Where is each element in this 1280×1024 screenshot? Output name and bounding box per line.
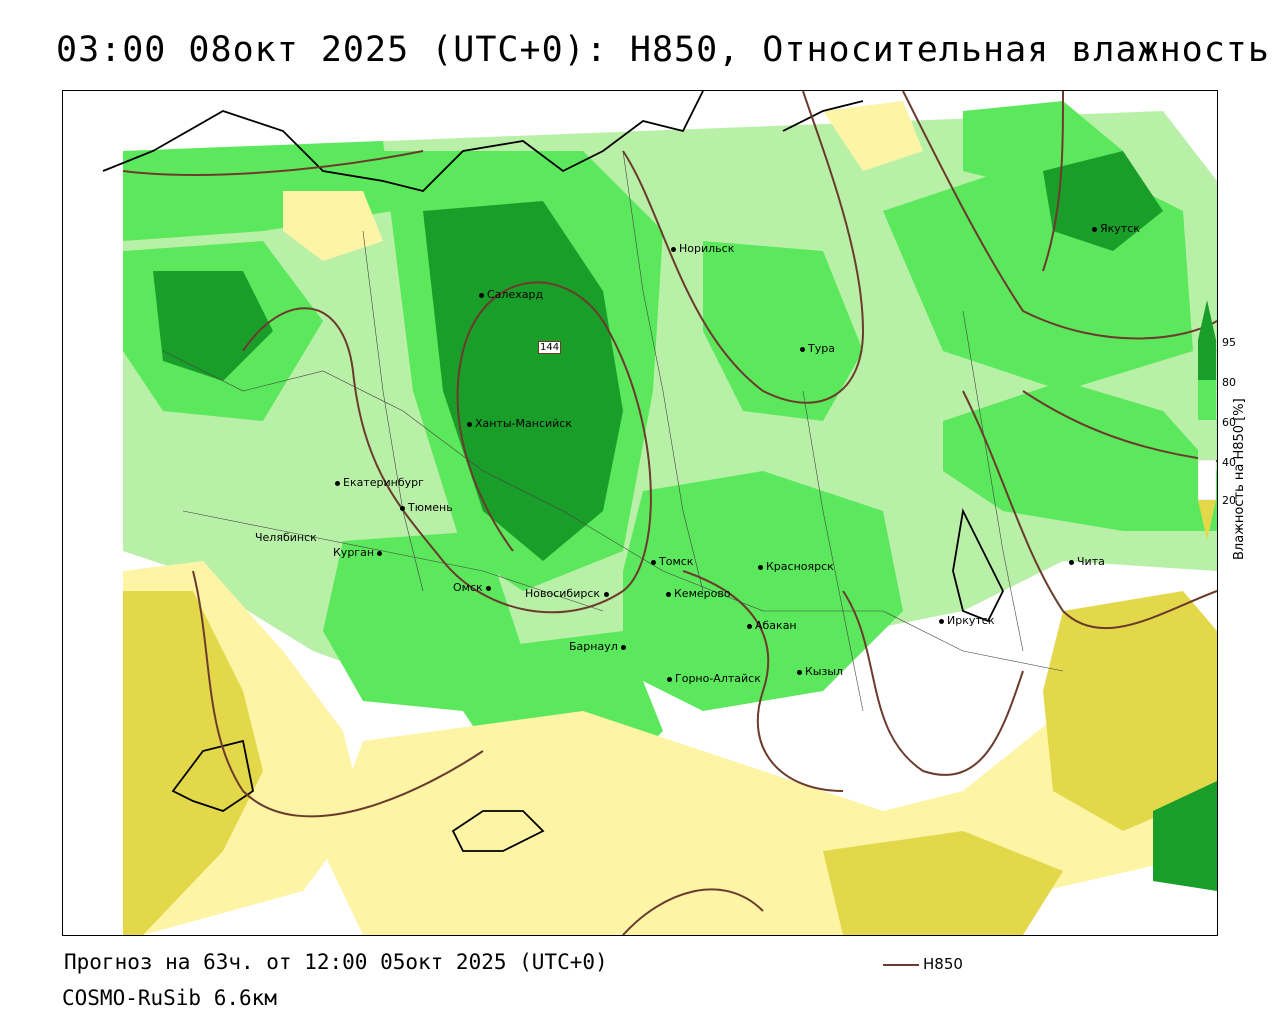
humidity-field: [63, 91, 1217, 935]
map-title: 03:00 08окт 2025 (UTC+0): H850, Относите…: [56, 30, 1270, 70]
city-dot: [620, 644, 626, 650]
city-label-kurgan: Курган: [333, 546, 385, 559]
city-label-tura: Тура: [800, 342, 835, 355]
city-dot: [479, 292, 484, 298]
city-label-barnaul: Барнаул: [569, 640, 629, 653]
city-label-chita: Чита: [1069, 555, 1105, 568]
city-dot: [797, 669, 802, 675]
city-label-abakan: Абакан: [747, 619, 797, 632]
city-label-omsk: Омск: [453, 581, 494, 594]
weather-map: 144 Якутск Норильск Салехард Тура Ханты-…: [62, 90, 1218, 936]
humidity-colorbar: [1198, 300, 1216, 540]
city-dot: [400, 505, 405, 511]
colorbar-tick-20: 20: [1222, 494, 1236, 507]
colorbar-tick-60: 60: [1222, 416, 1236, 429]
colorbar-tick-80: 80: [1222, 376, 1236, 389]
city-dot: [939, 618, 944, 624]
city-label-kemerovo: Кемерово: [666, 587, 731, 600]
city-label-tyumen: Тюмень: [400, 501, 453, 514]
city-dot: [335, 480, 340, 486]
city-dot: [666, 591, 671, 597]
city-label-novosibirsk: Новосибирск: [525, 587, 612, 600]
colorbar-tick-40: 40: [1222, 456, 1236, 469]
city-label-yekaterinburg: Екатеринбург: [335, 476, 424, 489]
city-dot: [800, 346, 805, 352]
contour-legend: H850: [883, 955, 963, 973]
city-dot: [1069, 559, 1074, 565]
city-dot: [604, 591, 610, 597]
city-dot: [1092, 226, 1097, 232]
city-label-tomsk: Томск: [651, 555, 693, 568]
city-dot: [651, 559, 656, 565]
city-label-salekhard: Салехард: [479, 288, 543, 301]
city-dot: [667, 676, 672, 682]
contour-line-swatch: [883, 963, 919, 966]
city-label-yakutsk: Якутск: [1092, 222, 1140, 235]
city-label-khanty-mansiysk: Ханты-Мансийск: [467, 417, 572, 430]
city-label-norilsk: Норильск: [671, 242, 734, 255]
city-label-gorno-altaysk: Горно-Алтайск: [667, 672, 761, 685]
forecast-info: Прогноз на 63ч. от 12:00 05окт 2025 (UTC…: [64, 950, 608, 974]
city-label-irkutsk: Иркутск: [939, 614, 994, 627]
city-dot: [485, 585, 491, 591]
city-dot: [747, 623, 752, 629]
city-dot: [671, 246, 676, 252]
city-dot: [377, 550, 383, 556]
city-label-chelyabinsk: Челябинск: [255, 531, 317, 544]
model-name: COSMO-RuSib 6.6км: [62, 986, 277, 1010]
city-dot: [467, 421, 472, 427]
city-dot: [758, 564, 763, 570]
city-label-krasnoyarsk: Красноярск: [758, 560, 834, 573]
colorbar-label: Влажность на H850 [%]: [1232, 398, 1247, 560]
colorbar-tick-95: 95: [1222, 336, 1236, 349]
contour-value-label: 144: [538, 341, 562, 354]
contour-legend-label: H850: [923, 955, 963, 973]
city-label-kyzyl: Кызыл: [797, 665, 843, 678]
